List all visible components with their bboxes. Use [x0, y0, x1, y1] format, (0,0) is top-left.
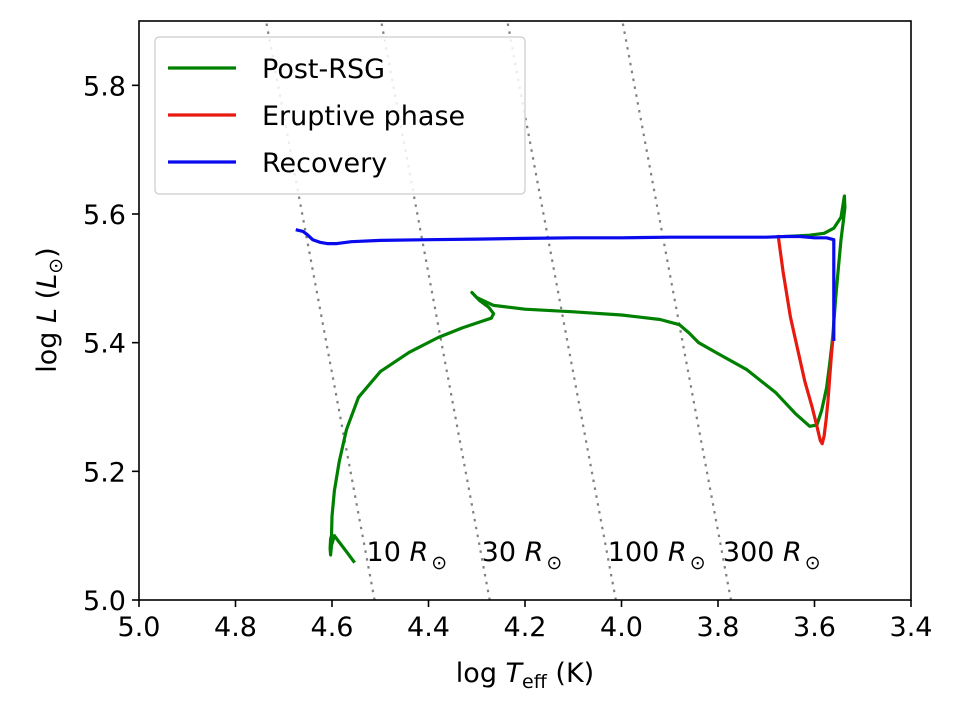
y-axis-label: log L (L⊙)	[32, 247, 67, 372]
x-axis-ticks: 5.0 4.8 4.6 4.4 4.2 4.0 3.8 3.6 3.4	[118, 600, 933, 643]
y-tick-label: 5.6	[83, 200, 126, 231]
legend-box	[154, 36, 526, 195]
x-tick-label: 3.8	[697, 612, 740, 643]
x-tick-label: 4.2	[504, 612, 547, 643]
isoradius-label: 30 R ⊙	[482, 537, 563, 574]
isoradius-line	[264, 21, 376, 600]
isoradius-label: 10 R ⊙	[367, 537, 448, 574]
legend-label: Post-RSG	[262, 54, 385, 85]
y-tick-label: 5.8	[83, 71, 126, 102]
legend: Post-RSG Eruptive phase Recovery	[154, 36, 526, 195]
x-axis-label: log Teff (K)	[456, 658, 594, 693]
series-line-post-rsg	[328, 194, 847, 564]
isoradius-line	[621, 21, 733, 600]
x-tick-label: 4.8	[214, 612, 257, 643]
isoradius-labels: 10 R ⊙ 30 R ⊙ 100 R ⊙ 300 R ⊙	[367, 537, 821, 574]
isoradius-line	[506, 21, 617, 600]
x-tick-label: 4.0	[600, 612, 643, 643]
legend-label: Recovery	[262, 148, 387, 179]
x-tick-label: 3.6	[793, 612, 836, 643]
series-lines	[295, 194, 847, 564]
isoradius-lines	[264, 21, 733, 600]
series-line-recovery	[295, 228, 836, 341]
x-tick-label: 3.4	[890, 612, 933, 643]
isoradius-line	[380, 21, 491, 600]
series-line-eruptive-phase	[776, 234, 835, 446]
x-tick-label: 5.0	[118, 612, 161, 643]
y-axis-ticks: 5.0 5.2 5.4 5.6 5.8	[83, 71, 139, 617]
legend-label: Eruptive phase	[262, 101, 465, 132]
y-tick-label: 5.0	[83, 586, 126, 617]
isoradius-label: 300 R ⊙	[723, 537, 821, 574]
x-tick-label: 4.4	[407, 612, 450, 643]
y-tick-label: 5.4	[83, 329, 126, 360]
isoradius-label: 100 R ⊙	[608, 537, 706, 574]
y-tick-label: 5.2	[83, 457, 126, 488]
x-tick-label: 4.6	[311, 612, 354, 643]
